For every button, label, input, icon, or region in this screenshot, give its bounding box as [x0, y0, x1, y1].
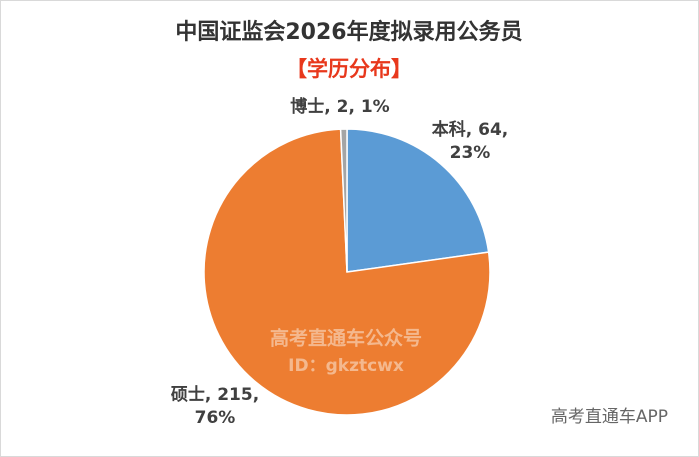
pie-slice	[203, 128, 491, 416]
pie	[203, 128, 491, 416]
chart-title: 中国证监会2026年度拟录用公务员	[175, 19, 522, 45]
chart-subtitle: 【学历分布】	[286, 57, 412, 81]
data-label: 博士, 2, 1%	[290, 96, 389, 117]
watermark: ID：gkztcwx	[288, 356, 404, 376]
data-label: 硕士, 215,	[171, 384, 259, 405]
footer-text: 高考直通车APP	[551, 407, 668, 427]
watermark: 高考直通车公众号	[270, 327, 422, 350]
data-label: 76%	[195, 408, 236, 428]
pie-slice	[339, 128, 348, 273]
data-label: 23%	[450, 143, 491, 163]
pie-slice	[346, 128, 490, 273]
data-label: 本科, 64,	[432, 119, 509, 140]
